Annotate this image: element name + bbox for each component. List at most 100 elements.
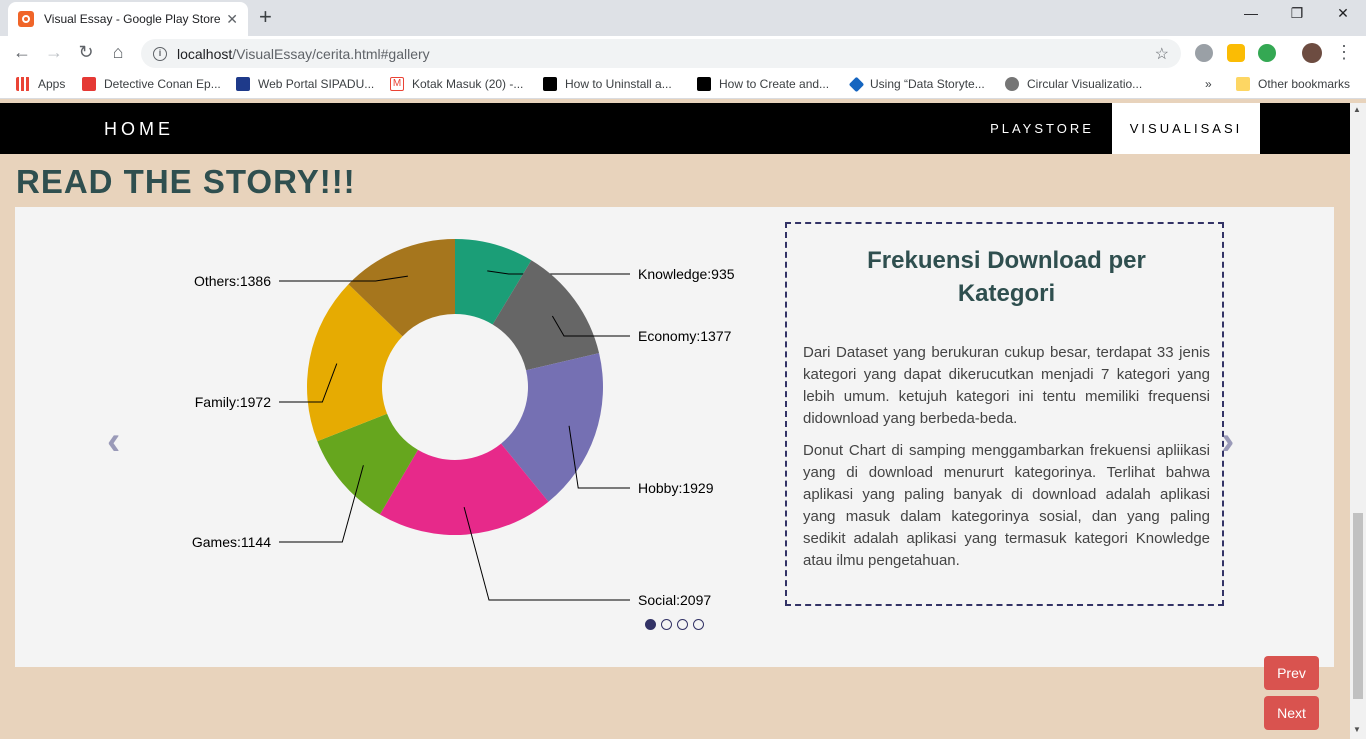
url-path: /VisualEssay/cerita.html#gallery [232,45,430,62]
donut-slice-family[interactable] [307,284,403,442]
menu-icon[interactable]: ⋮ [1335,42,1353,62]
new-tab-icon[interactable]: + [259,4,272,29]
profile-avatar[interactable] [1302,43,1322,63]
globe-icon [1005,77,1019,91]
leader-line [279,465,364,543]
slice-label-others: Others:1386 [194,273,271,289]
description-title: Frekuensi Download per Kategori [867,247,1146,307]
prev-button[interactable]: Prev [1264,656,1319,690]
donut-slice-social[interactable] [379,443,549,535]
browser-tab-bar: Visual Essay - Google Play Store ✕ + — ❐… [0,0,1366,36]
minimize-icon[interactable]: — [1244,5,1258,21]
bookmark-site-icon [848,76,865,92]
description-box: Frekuensi Download per Kategori Dari Dat… [785,222,1224,606]
donut-slice-games[interactable] [317,413,418,515]
reload-icon[interactable]: ↻ [78,42,94,62]
extension-globe-icon[interactable] [1258,44,1276,62]
scrollbar[interactable]: ▲ ▼ [1350,103,1366,739]
next-button[interactable]: Next [1264,696,1319,730]
back-icon[interactable]: ← [13,42,31,62]
bookmark-conan[interactable]: Detective Conan Ep... [82,77,221,91]
bookmark-data-story[interactable]: Using “Data Storyte... [848,76,985,92]
bookmarks-bar: Apps Detective Conan Ep... Web Portal SI… [0,71,1366,99]
bookmark-label: Apps [38,77,66,91]
home-icon[interactable]: ⌂ [112,42,124,62]
bookmark-htg-create[interactable]: How to Create and... [697,77,829,91]
carousel-next-arrow[interactable]: › [1221,419,1235,463]
url-host: localhost [177,45,233,62]
scroll-up-icon[interactable]: ▲ [1353,105,1361,114]
bookmarks-overflow[interactable]: » [1205,77,1212,91]
scrollbar-thumb[interactable] [1353,513,1363,699]
description-paragraph: Dari Dataset yang berukuran cukup besar,… [803,344,1210,427]
page-viewport: HOME PLAYSTORE VISUALISASI READ THE STOR… [0,103,1350,739]
description-paragraph: Donut Chart di samping menggambarkan fre… [803,442,1210,569]
slice-label-economy: Economy:1377 [638,328,732,344]
htg-icon [543,77,557,91]
leader-line [463,507,630,601]
donut-slice-knowledge[interactable] [455,239,532,325]
slice-label-hobby: Hobby:1929 [638,480,714,496]
htg-icon [697,77,711,91]
bookmark-label: Other bookmarks [1258,77,1351,91]
close-window-icon[interactable]: ✕ [1337,5,1349,21]
bookmark-other[interactable]: Other bookmarks [1236,77,1350,91]
carousel-dot[interactable] [693,619,704,630]
leader-line [279,363,338,403]
extension-v-icon[interactable] [1227,44,1245,62]
address-bar[interactable]: i localhost/VisualEssay/cerita.html#gall… [141,39,1181,68]
gmail-icon: M [390,77,404,91]
page-heading: READ THE STORY!!! [16,163,356,200]
browser-toolbar: ← → ↻ ⌂ i localhost/VisualEssay/cerita.h… [0,36,1366,71]
leader-line [279,275,408,282]
forward-icon[interactable]: → [45,42,63,62]
bookmark-label: Web Portal SIPADU... [258,77,375,91]
sipadu-icon [236,77,250,91]
nav-playstore-link[interactable]: PLAYSTORE [990,121,1094,136]
bookmark-star-icon[interactable]: ☆ [1154,46,1169,63]
bookmark-htg-uninstall[interactable]: How to Uninstall a... [543,77,672,91]
folder-icon [1236,77,1250,91]
bookmark-label: How to Uninstall a... [565,77,672,91]
leader-line [551,315,630,337]
leader-line [568,425,630,489]
donut-chart: Knowledge:935 Economy:1377 Hobby:1929 Socia… [192,239,735,608]
apps-grid-icon [16,77,30,91]
carousel-slide: Knowledge:935 Economy:1377 Hobby:1929 Socia… [15,207,1334,667]
site-navbar: HOME PLAYSTORE VISUALISASI [0,103,1350,154]
slice-label-social: Social:2097 [638,592,711,608]
donut-slice-others[interactable] [348,239,455,337]
donut-slice-economy[interactable] [492,260,600,371]
carousel-prev-arrow[interactable]: ‹ [107,419,121,463]
scroll-down-icon[interactable]: ▼ [1353,725,1361,734]
bookmark-gmail[interactable]: M Kotak Masuk (20) -... [390,77,523,91]
carousel-dot[interactable] [645,619,656,630]
close-tab-icon[interactable]: ✕ [226,10,238,27]
extension-icon[interactable] [1195,44,1213,62]
bookmark-circular[interactable]: Circular Visualizatio... [1005,77,1142,91]
overflow-chevron-icon: » [1205,77,1212,91]
donut-slice-hobby[interactable] [501,353,603,502]
bookmark-label: Circular Visualizatio... [1027,77,1143,91]
nav-visualisasi-link[interactable]: VISUALISASI [1112,103,1260,154]
bookmark-apps[interactable]: Apps [16,77,65,91]
tab-title: Visual Essay - Google Play Store [44,12,221,26]
browser-tab[interactable]: Visual Essay - Google Play Store ✕ [8,2,248,36]
bookmark-label: How to Create and... [719,77,830,91]
carousel-dot[interactable] [677,619,688,630]
slice-label-knowledge: Knowledge:935 [638,266,735,282]
conan-icon [82,77,96,91]
leader-line [487,270,630,275]
carousel-indicators [645,619,704,630]
carousel-dot[interactable] [661,619,672,630]
nav-home-link[interactable]: HOME [104,119,174,139]
bookmark-label: Detective Conan Ep... [104,77,221,91]
xampp-favicon-icon [18,11,34,27]
bookmark-label: Kotak Masuk (20) -... [412,77,524,91]
slice-label-family: Family:1972 [195,394,271,410]
slice-label-games: Games:1144 [192,534,271,550]
bookmark-sipadu[interactable]: Web Portal SIPADU... [236,77,374,91]
site-info-icon[interactable]: i [153,46,167,61]
restore-icon[interactable]: ❐ [1290,5,1304,21]
bookmark-label: Using “Data Storyte... [870,77,985,91]
